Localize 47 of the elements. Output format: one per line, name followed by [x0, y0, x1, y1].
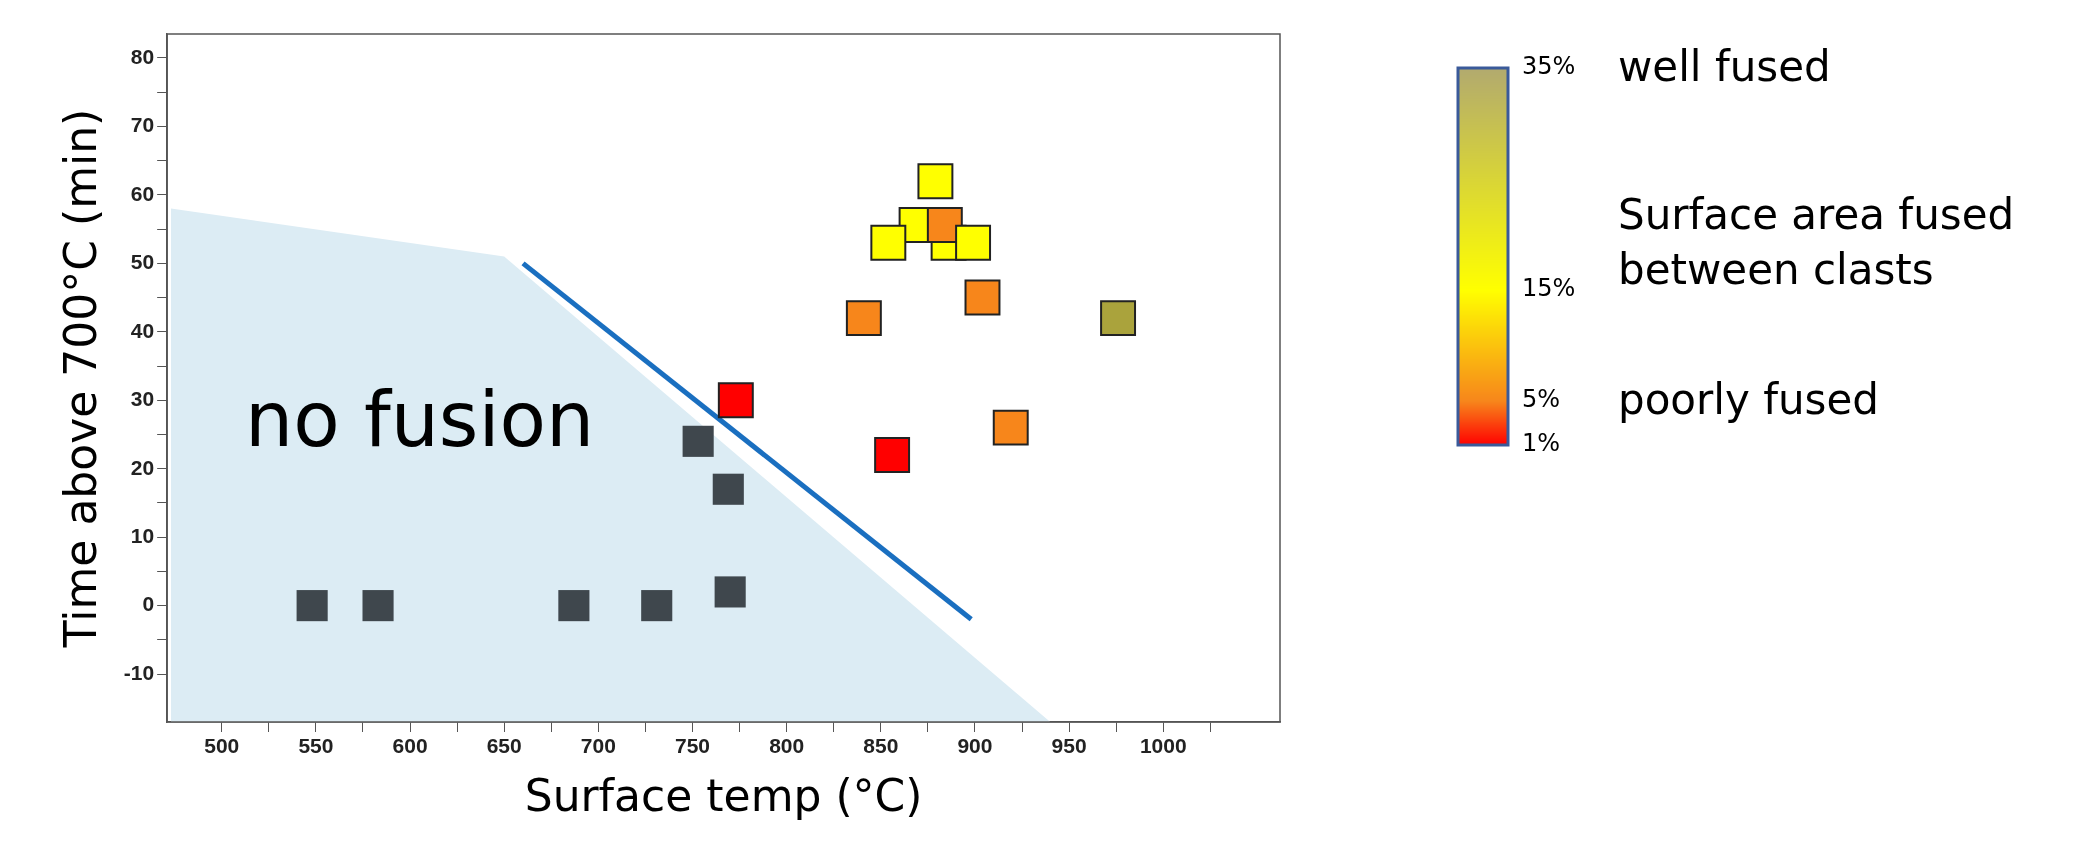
point: [714, 576, 746, 608]
x-tick-label: 850: [863, 734, 899, 758]
point: [362, 590, 394, 622]
y-tick-label: 80: [130, 44, 155, 68]
x-tick-label: 550: [298, 734, 334, 758]
point: [955, 224, 992, 261]
color-bar-label: 15%: [1522, 274, 1576, 302]
y-tick-label: 60: [130, 181, 155, 205]
y-tick-label: 20: [130, 455, 155, 479]
text: well fused: [1618, 41, 1831, 91]
annotation: no fusion: [245, 374, 595, 464]
point: [712, 473, 744, 505]
point: [917, 163, 954, 200]
point: [964, 279, 1001, 316]
point: [296, 590, 328, 622]
x-axis-title: Surface temp (°C): [524, 770, 923, 822]
x-tick-label: 500: [204, 734, 240, 758]
x-tick-label: 750: [674, 734, 711, 758]
color-bar-label: 5%: [1522, 384, 1561, 413]
point: [641, 590, 673, 622]
point: [870, 224, 907, 261]
x-tick-label: 700: [580, 734, 616, 758]
point: [992, 409, 1029, 446]
point: [874, 437, 911, 473]
y-tick-label: 0: [142, 592, 155, 616]
color-bar-label: 35%: [1522, 52, 1576, 81]
y-tick-label: 10: [130, 523, 155, 547]
x-tick-label: 950: [1051, 734, 1087, 758]
y-tick-label: 50: [130, 250, 155, 274]
point: [1100, 300, 1137, 337]
x-tick-label: 800: [769, 734, 805, 758]
y-axis-title: Time above 700°C (min): [54, 108, 106, 649]
color-bar-title: Surface area fused between clasts: [1618, 189, 2015, 294]
x-tick-label: 650: [486, 734, 522, 758]
y-tick-label: -10: [123, 660, 155, 684]
x-tick-label: 600: [392, 734, 428, 758]
point: [558, 590, 590, 622]
y-tick-label: 30: [130, 387, 155, 411]
point: [845, 300, 882, 337]
point: [717, 382, 754, 419]
y-tick-label: 70: [130, 113, 155, 137]
point: [682, 425, 714, 457]
color-bar-label: 1%: [1522, 429, 1561, 458]
text: poorly fused: [1618, 374, 1879, 424]
x-tick-label: 900: [957, 734, 993, 758]
x-tick-label: 1000: [1139, 734, 1187, 758]
y-tick-label: 40: [130, 318, 155, 342]
